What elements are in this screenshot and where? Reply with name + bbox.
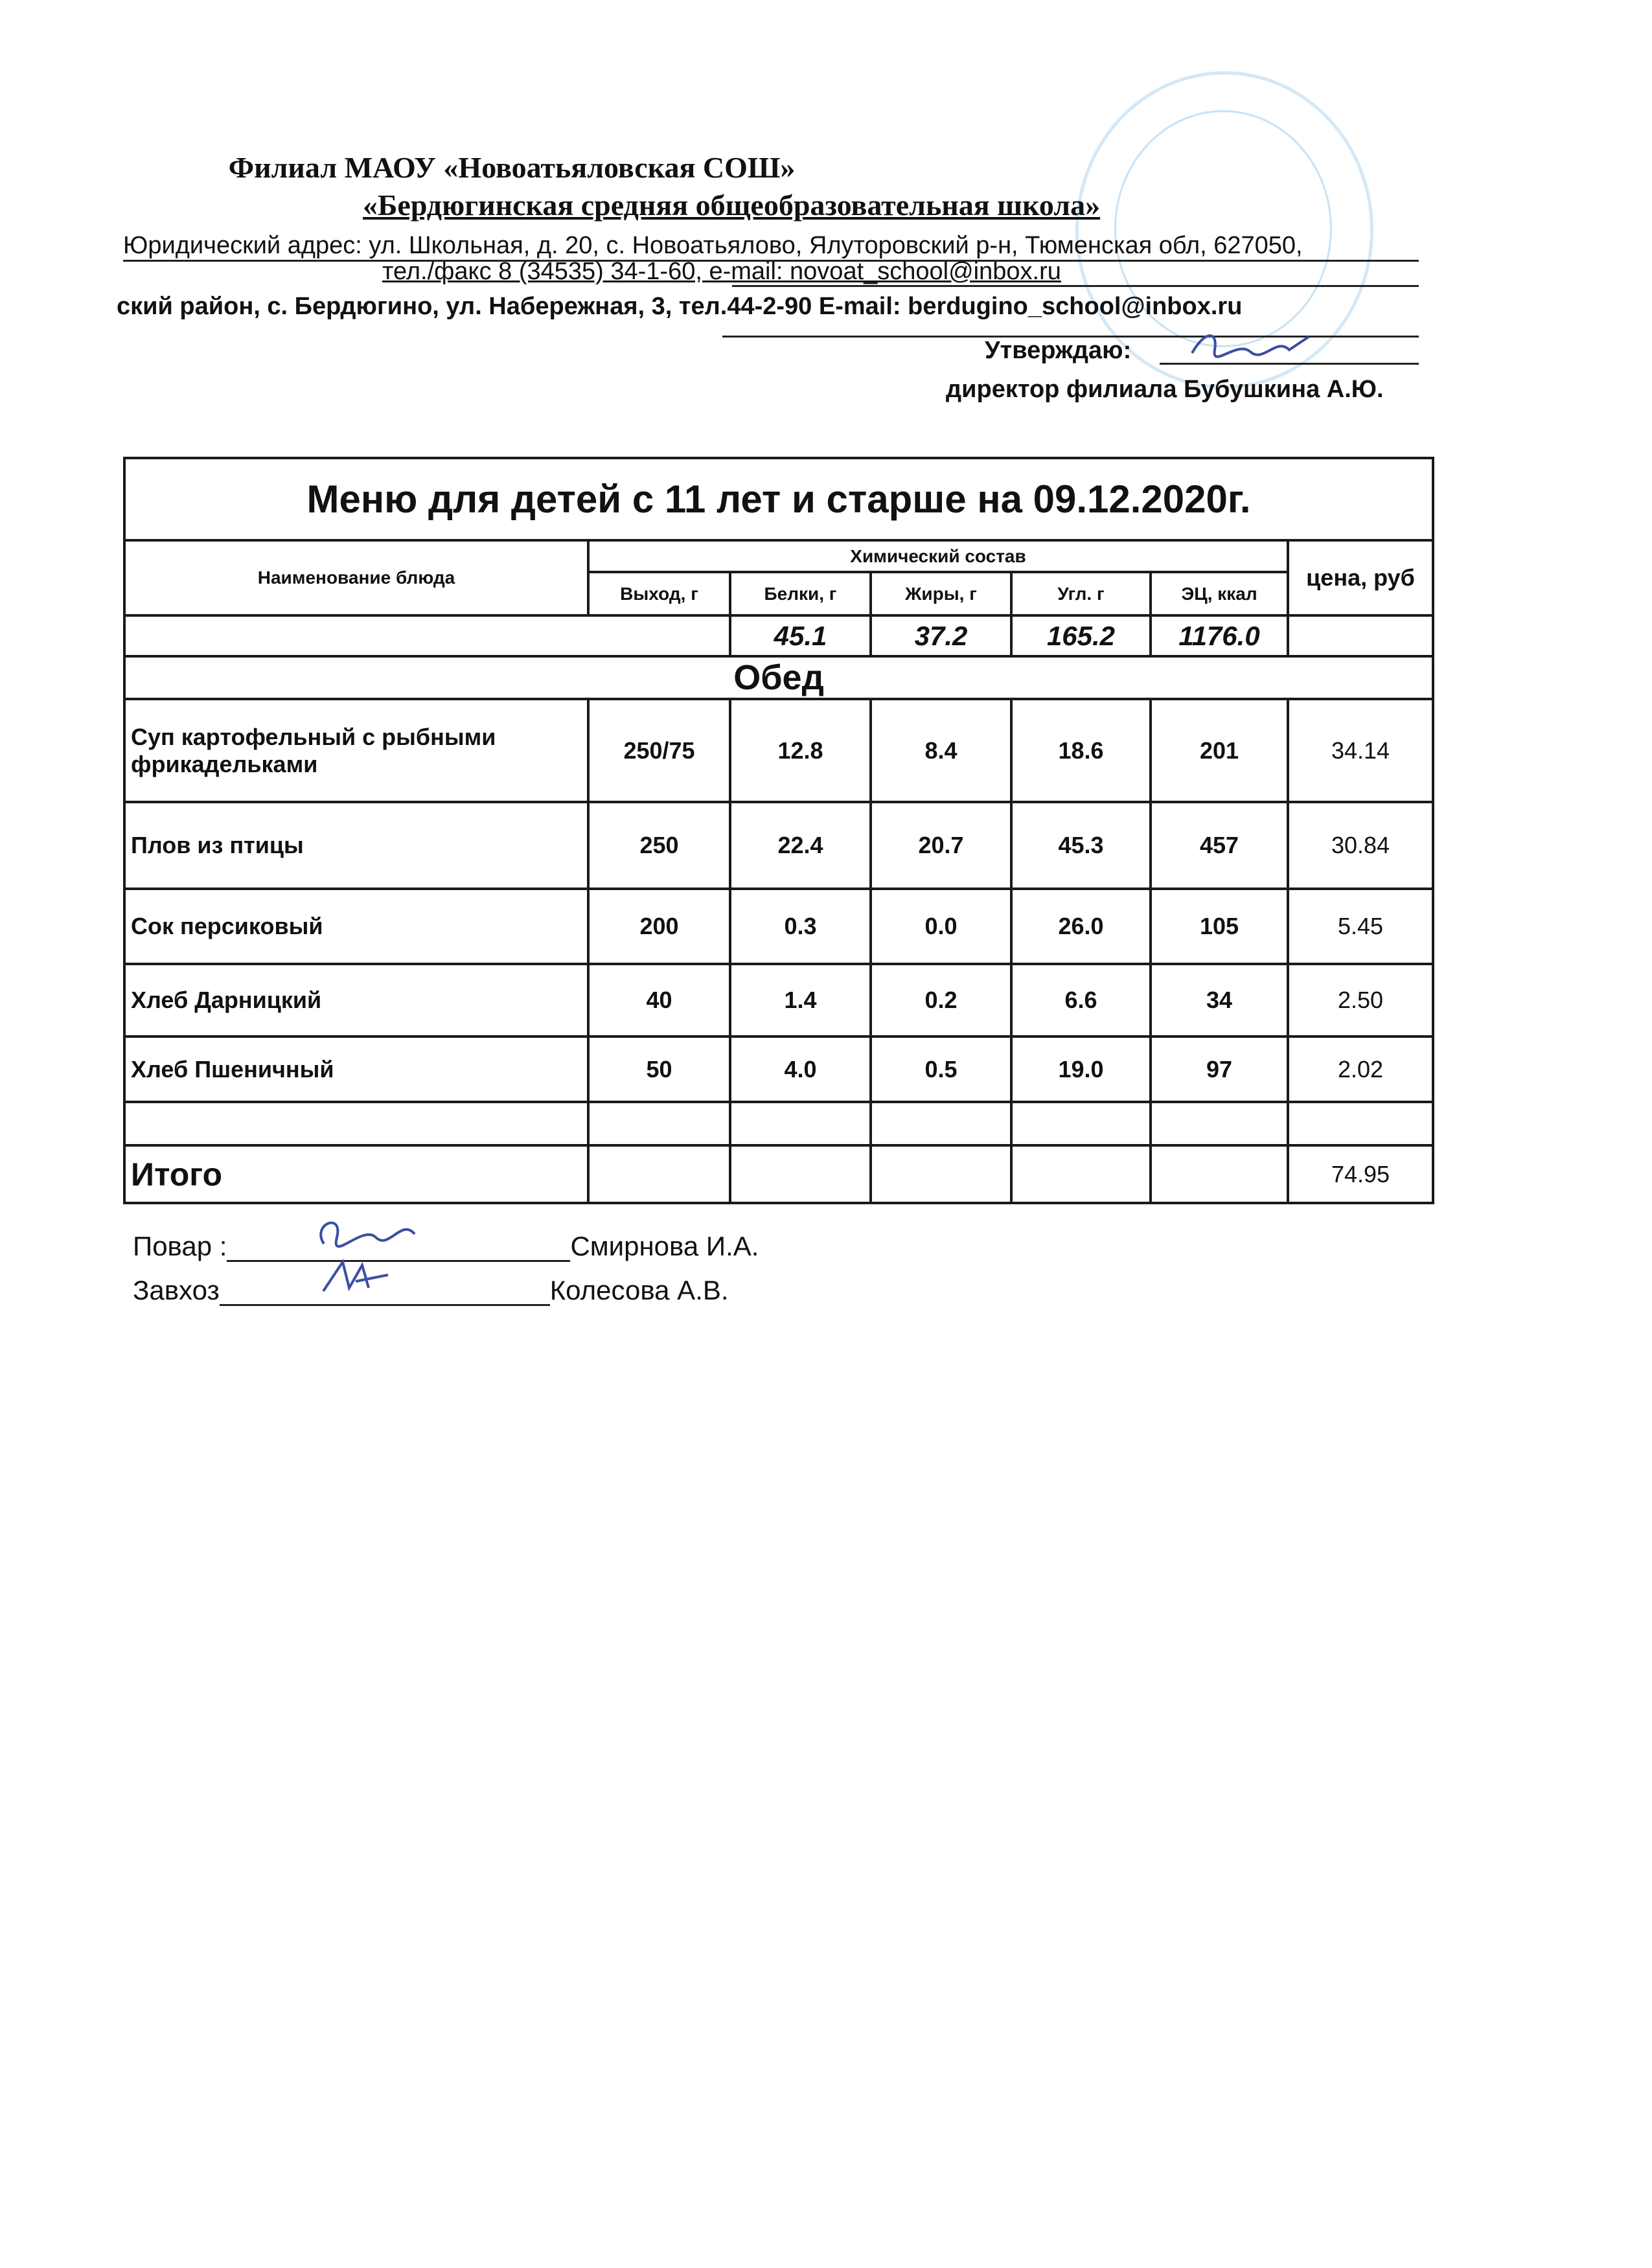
yield: 250/75 <box>587 698 731 803</box>
approve-label: Утверждаю: <box>985 337 1132 364</box>
price: 2.50 <box>1286 963 1435 1038</box>
col-carbs: Угл. г <box>1010 571 1152 617</box>
keeper-name: Колесова А.В. <box>549 1275 729 1305</box>
dish-name: Хлеб Пшеничный <box>123 1035 590 1103</box>
table-row: Плов из птицы 250 22.4 20.7 45.3 457 30.84 <box>123 801 1435 890</box>
col-price: цена, руб <box>1286 539 1435 617</box>
dish-name: Плов из птицы <box>123 801 590 890</box>
yield: 50 <box>587 1035 731 1103</box>
energy: 201 <box>1149 698 1289 803</box>
col-protein: Белки, г <box>729 571 872 617</box>
table-row: Сок персиковый 200 0.3 0.0 26.0 105 5.45 <box>123 888 1435 965</box>
carbs: 45.3 <box>1010 801 1152 890</box>
total-protein: 45.1 <box>729 614 872 658</box>
keeper-label: Завхоз <box>133 1275 220 1305</box>
total-carbs: 165.2 <box>1010 614 1152 658</box>
menu-table: Меню для детей с 11 лет и старше на 09.1… <box>122 457 1435 1204</box>
col-energy: ЭЦ, ккал <box>1149 571 1289 617</box>
protein: 1.4 <box>729 963 872 1038</box>
dish-name: Сок персиковый <box>123 888 590 965</box>
energy: 97 <box>1149 1035 1289 1103</box>
yield: 250 <box>587 801 731 890</box>
energy: 457 <box>1149 801 1289 890</box>
carbs: 26.0 <box>1010 888 1152 965</box>
fat: 0.0 <box>869 888 1013 965</box>
col-chem: Химический состав <box>587 539 1289 573</box>
dish-name: Хлеб Дарницкий <box>123 963 590 1038</box>
empty-row <box>123 1101 1435 1147</box>
section-lunch: Обед <box>122 655 1435 700</box>
yield: 200 <box>587 888 731 965</box>
total-price: 74.95 <box>1286 1144 1435 1204</box>
protein: 12.8 <box>729 698 872 803</box>
col-name: Наименование блюда <box>123 539 590 617</box>
cook-name: Смирнова И.А. <box>570 1231 759 1261</box>
cook-signature-mark <box>319 1221 417 1248</box>
org-name: Филиал МАОУ «Новоатьяловская СОШ» <box>228 151 796 184</box>
carbs: 19.0 <box>1010 1035 1152 1103</box>
carbs: 6.6 <box>1010 963 1152 1038</box>
col-fat: Жиры, г <box>869 571 1013 617</box>
cook-signature: Повар : Смирнова И.А. <box>133 1221 759 1262</box>
legal-address: Юридический адрес: ул. Школьная, д. 20, … <box>123 232 1419 262</box>
price: 2.02 <box>1286 1035 1435 1103</box>
price: 5.45 <box>1286 888 1435 965</box>
approve-signature-line <box>1160 363 1419 365</box>
energy: 34 <box>1149 963 1289 1038</box>
cook-label: Повар : <box>133 1231 227 1261</box>
table-row: Хлеб Дарницкий 40 1.4 0.2 6.6 34 2.50 <box>123 963 1435 1038</box>
table-row: Суп картофельный с рыбными фрикадельками… <box>123 698 1435 803</box>
stamp-inner-ring <box>1114 110 1332 347</box>
col-yield: Выход, г <box>587 571 731 617</box>
fat: 0.5 <box>869 1035 1013 1103</box>
price: 34.14 <box>1286 698 1435 803</box>
school-name: «Бердюгинская средняя общеобразовательна… <box>363 189 1101 222</box>
yield: 40 <box>587 963 731 1038</box>
table-row: Хлеб Пшеничный 50 4.0 0.5 19.0 97 2.02 <box>123 1035 1435 1103</box>
protein: 22.4 <box>729 801 872 890</box>
keeper-signature: Завхоз Колесова А.В. <box>133 1259 729 1306</box>
totals-row: 45.1 37.2 165.2 1176.0 <box>123 614 1435 658</box>
phone-email: тел./факс 8 (34535) 34-1-60, e-mail: nov… <box>382 258 1061 285</box>
total-energy: 1176.0 <box>1149 614 1289 658</box>
total-label: Итого <box>123 1144 590 1204</box>
price: 30.84 <box>1286 801 1435 890</box>
dish-name: Суп картофельный с рыбными фрикадельками <box>123 698 590 803</box>
divider <box>722 336 1419 338</box>
total-fat: 37.2 <box>869 614 1013 658</box>
branch-address: ский район, с. Бердюгино, ул. Набережная… <box>117 293 1243 320</box>
divider <box>732 285 1419 287</box>
carbs: 18.6 <box>1010 698 1152 803</box>
keeper-signature-mark <box>322 1259 389 1292</box>
energy: 105 <box>1149 888 1289 965</box>
director-signature <box>1191 334 1310 358</box>
protein: 0.3 <box>729 888 872 965</box>
fat: 8.4 <box>869 698 1013 803</box>
menu-title: Меню для детей с 11 лет и старше на 09.1… <box>122 457 1435 542</box>
fat: 0.2 <box>869 963 1013 1038</box>
fat: 20.7 <box>869 801 1013 890</box>
total-row: Итого 74.95 <box>123 1144 1435 1204</box>
director-name: директор филиала Бубушкина А.Ю. <box>946 376 1384 403</box>
stamp <box>1075 71 1373 389</box>
protein: 4.0 <box>729 1035 872 1103</box>
